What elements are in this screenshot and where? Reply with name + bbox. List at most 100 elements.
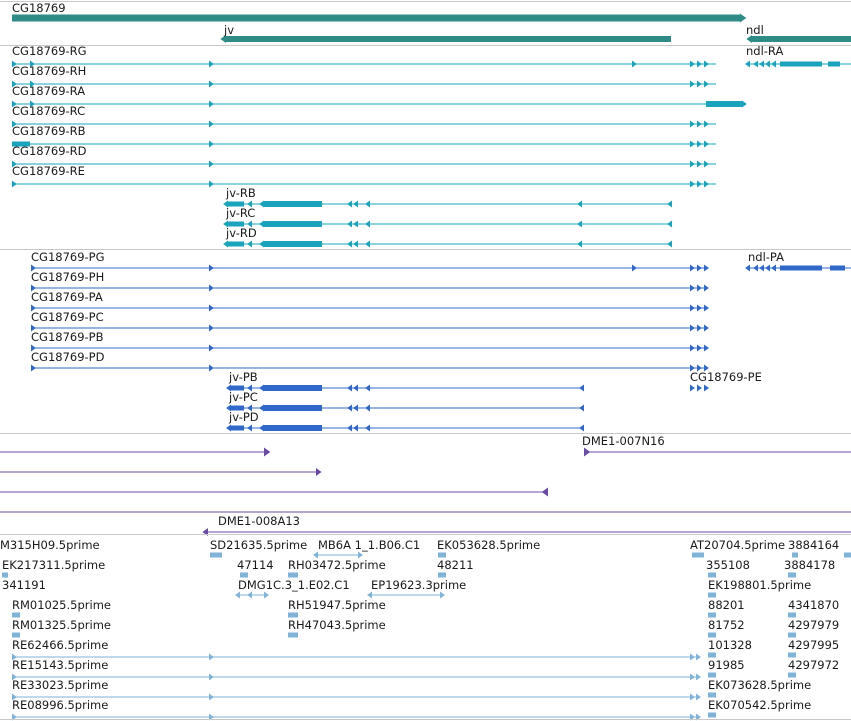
est-block[interactable] xyxy=(438,552,446,558)
transcript-label[interactable]: ndl-RA xyxy=(746,44,784,58)
transcript-label[interactable]: CG18769-RD xyxy=(12,144,87,158)
protein-label[interactable]: CG18769-PD xyxy=(31,350,105,364)
est-label[interactable]: RM01325.5prime xyxy=(12,618,111,632)
est-block[interactable] xyxy=(788,652,796,658)
est-block[interactable] xyxy=(288,612,298,618)
est-label[interactable]: RE33023.5prime xyxy=(12,678,109,692)
est-block[interactable] xyxy=(2,572,8,578)
gene-label[interactable]: CG18769 xyxy=(12,1,66,15)
transcript-label[interactable]: CG18769-RA xyxy=(12,84,86,98)
gene-label[interactable]: jv xyxy=(224,23,235,37)
est-label[interactable]: 341191 xyxy=(2,578,46,592)
est-label[interactable]: EK073628.5prime xyxy=(708,678,812,692)
exon-block[interactable] xyxy=(264,201,322,207)
est-label[interactable]: EK198801.5prime xyxy=(708,578,812,592)
est-label[interactable]: RH03472.5prime xyxy=(288,558,386,572)
protein-label[interactable]: CG18769-PC xyxy=(31,310,104,324)
est-label[interactable]: MB6A 1_1.B06.C1 xyxy=(318,538,421,552)
est-label[interactable]: 4297972 xyxy=(788,658,840,672)
est-block[interactable] xyxy=(788,572,796,578)
est-label[interactable]: DMG1C.3_1.E02.C1 xyxy=(238,578,350,592)
gene-label[interactable]: ndl xyxy=(746,23,764,37)
exon-block[interactable] xyxy=(264,221,322,227)
exon-block[interactable] xyxy=(228,221,244,227)
protein-label[interactable]: CG18769-PB xyxy=(31,330,104,344)
est-block[interactable] xyxy=(792,552,798,558)
est-label[interactable]: 355108 xyxy=(706,558,750,572)
est-label[interactable]: 101328 xyxy=(708,638,752,652)
est-label[interactable]: EK070542.5prime xyxy=(708,698,812,712)
est-block[interactable] xyxy=(708,672,716,678)
est-block[interactable] xyxy=(708,572,716,578)
transcript-label[interactable]: CG18769-RC xyxy=(12,104,86,118)
est-block[interactable] xyxy=(708,612,716,618)
est-block[interactable] xyxy=(708,592,716,598)
clone-label[interactable]: DME1-008A13 xyxy=(218,514,300,528)
est-label[interactable]: 81752 xyxy=(708,618,745,632)
exon-block[interactable] xyxy=(228,201,244,207)
est-label[interactable]: 3884178 xyxy=(784,558,836,572)
transcript-label[interactable]: CG18769-RE xyxy=(12,164,85,178)
protein-label[interactable]: jv-PD xyxy=(229,410,259,424)
est-block[interactable] xyxy=(708,652,716,658)
est-block[interactable] xyxy=(708,712,716,718)
est-label[interactable]: 4297995 xyxy=(788,638,840,652)
est-block[interactable] xyxy=(240,572,248,578)
est-label[interactable]: 4341870 xyxy=(788,598,840,612)
est-block[interactable] xyxy=(844,552,851,558)
est-label[interactable]: RE15143.5prime xyxy=(12,658,109,672)
est-label[interactable]: 48211 xyxy=(437,558,474,572)
est-block[interactable] xyxy=(210,552,222,558)
est-label[interactable]: 47114 xyxy=(237,558,274,572)
est-label[interactable]: RM01025.5prime xyxy=(12,598,111,612)
est-label[interactable]: 91985 xyxy=(708,658,745,672)
est-label[interactable]: 4297979 xyxy=(788,618,840,632)
est-label[interactable]: EK053628.5prime xyxy=(437,538,541,552)
transcript-label[interactable]: jv-RB xyxy=(226,186,256,200)
protein-label[interactable]: ndl-PA xyxy=(748,250,784,264)
est-block[interactable] xyxy=(708,692,716,698)
est-block[interactable] xyxy=(788,632,796,638)
est-label[interactable]: RE62466.5prime xyxy=(12,638,109,652)
protein-label[interactable]: CG18769-PG xyxy=(31,250,105,264)
gene-bar[interactable] xyxy=(752,36,851,42)
est-label[interactable]: RH47043.5prime xyxy=(288,618,386,632)
protein-label[interactable]: jv-PC xyxy=(229,390,258,404)
exon-block[interactable] xyxy=(780,61,822,67)
exon-block[interactable] xyxy=(264,425,322,431)
est-block[interactable] xyxy=(788,672,796,678)
transcript-label[interactable]: CG18769-RB xyxy=(12,124,86,138)
protein-label[interactable]: CG18769-PE xyxy=(690,370,762,384)
est-block[interactable] xyxy=(692,552,704,558)
exon-block[interactable] xyxy=(231,405,244,411)
est-label[interactable]: RE08996.5prime xyxy=(12,698,109,712)
transcript-label[interactable]: CG18769-RH xyxy=(12,64,87,78)
exon-block[interactable] xyxy=(264,405,322,411)
est-block[interactable] xyxy=(788,612,796,618)
gene-bar[interactable] xyxy=(12,14,740,22)
exon-block[interactable] xyxy=(231,385,244,391)
exon-block[interactable] xyxy=(706,101,742,107)
exon-block[interactable] xyxy=(231,425,244,431)
gene-bar[interactable] xyxy=(226,36,671,42)
est-block[interactable] xyxy=(288,572,298,578)
exon-block[interactable] xyxy=(228,241,244,247)
est-block[interactable] xyxy=(288,632,298,638)
est-block[interactable] xyxy=(438,572,446,578)
transcript-label[interactable]: CG18769-RG xyxy=(12,44,87,58)
transcript-label[interactable]: jv-RD xyxy=(226,226,257,240)
est-label[interactable]: EP19623.3prime xyxy=(371,578,467,592)
est-label[interactable]: 88201 xyxy=(708,598,745,612)
protein-label[interactable]: jv-PB xyxy=(229,370,258,384)
protein-label[interactable]: CG18769-PH xyxy=(31,270,105,284)
est-block[interactable] xyxy=(12,632,20,638)
exon-block[interactable] xyxy=(780,265,822,271)
est-label[interactable]: EK217311.5prime xyxy=(2,558,106,572)
est-label[interactable]: RH51947.5prime xyxy=(288,598,386,612)
est-label[interactable]: SD21635.5prime xyxy=(210,538,308,552)
est-block[interactable] xyxy=(708,632,716,638)
est-label[interactable]: 3884164 xyxy=(788,538,840,552)
exon-block[interactable] xyxy=(12,141,30,147)
est-label[interactable]: M315H09.5prime xyxy=(0,538,100,552)
exon-block[interactable] xyxy=(830,265,845,271)
